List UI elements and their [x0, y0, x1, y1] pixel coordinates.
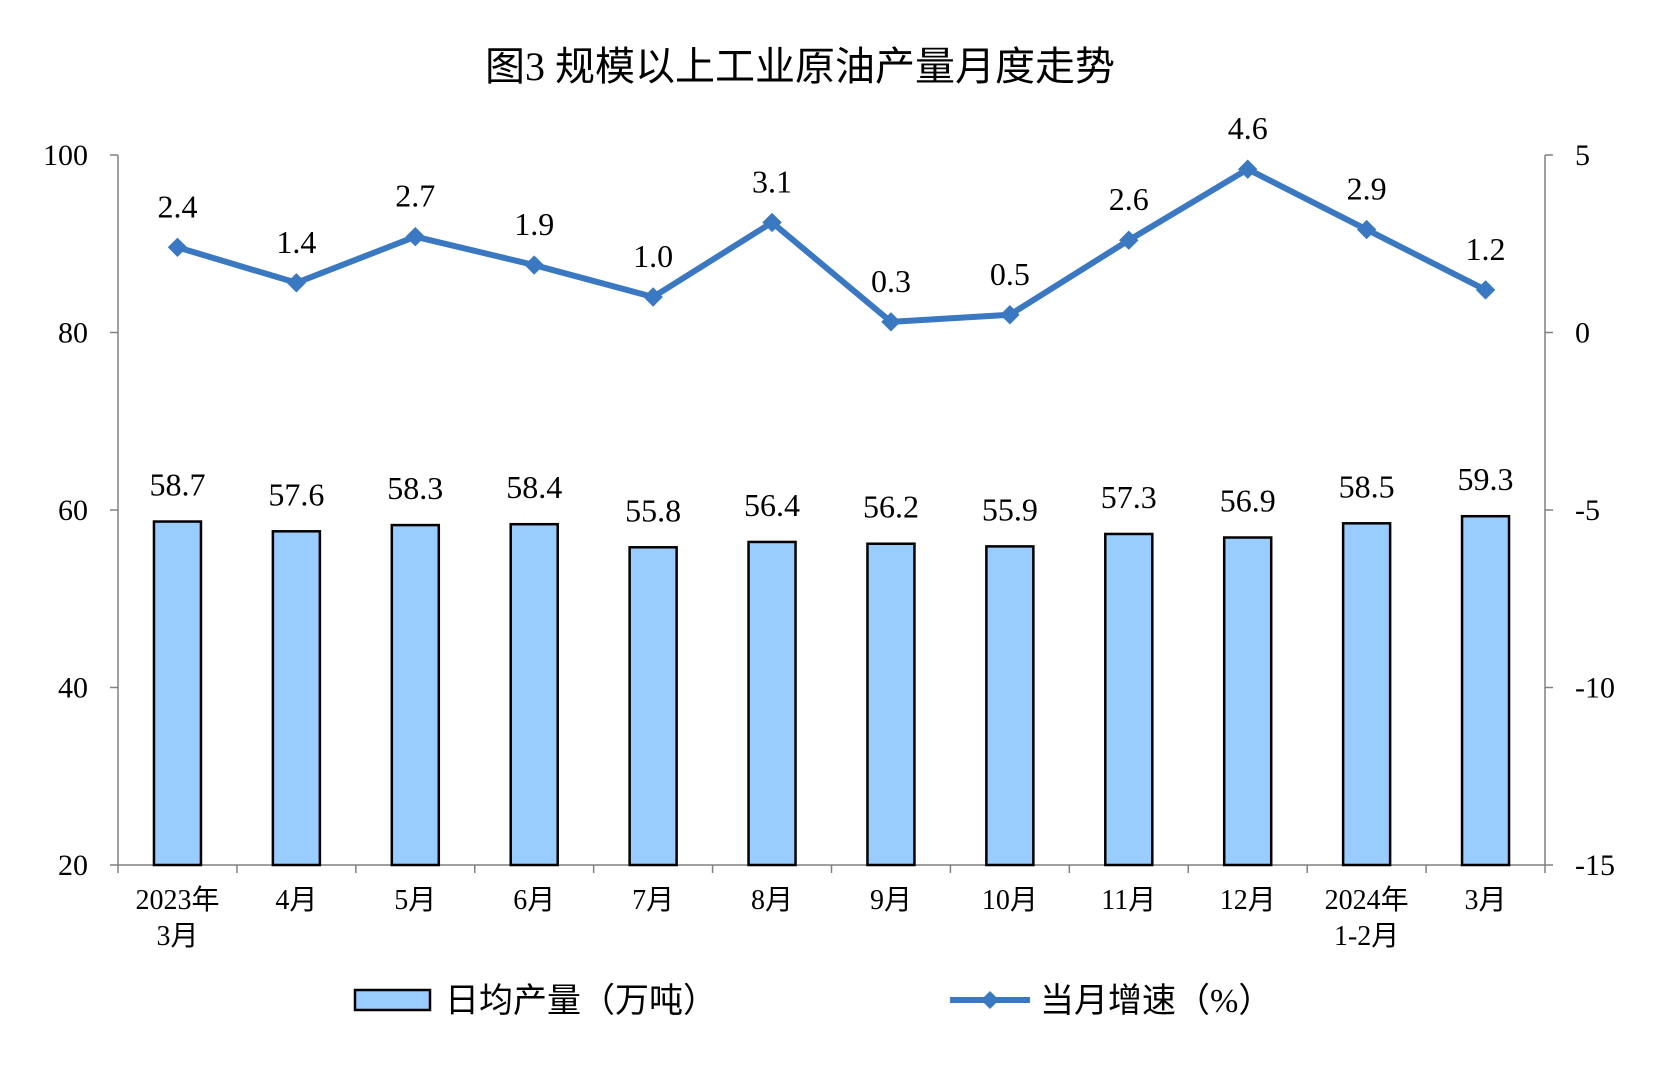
right-tick-label: 0 — [1575, 317, 1590, 350]
bar — [1341, 522, 1392, 867]
line-marker — [167, 237, 188, 258]
line-marker — [643, 287, 663, 307]
line-data-label: 1.0 — [633, 238, 673, 274]
bar — [628, 546, 678, 867]
right-tick-label: 5 — [1575, 139, 1590, 172]
x-tick-label: 8月 — [751, 885, 793, 916]
x-tick-label: 2023年 — [135, 884, 219, 916]
line-marker — [762, 212, 782, 233]
x-tick-label: 5月 — [394, 885, 436, 916]
bar — [747, 540, 797, 867]
legend-label-line: 当月增速（%） — [1040, 982, 1272, 1020]
legend: 日均产量（万吨） 当月增速（%） — [353, 982, 1272, 1020]
line-marker — [1238, 159, 1258, 179]
bar — [390, 523, 441, 867]
bar — [1104, 532, 1154, 867]
x-tick-label: 2024年 — [1325, 884, 1409, 916]
legend-swatch-marker — [981, 991, 999, 1009]
bar-data-label: 56.2 — [863, 489, 919, 525]
left-tick-label: 80 — [58, 317, 88, 350]
line-data-label: 4.6 — [1228, 110, 1268, 146]
bar — [271, 530, 322, 867]
line-marker — [1119, 230, 1139, 250]
left-tick-label: 60 — [58, 494, 88, 527]
bar — [1222, 536, 1273, 867]
bar-data-label: 58.7 — [149, 467, 205, 503]
line-data-label: 2.9 — [1347, 171, 1387, 207]
line-data-label: 2.4 — [157, 188, 197, 224]
x-tick-label: 3月 — [156, 921, 198, 952]
plot-area: 20 40 60 80 100 -15 -10 -5 0 5 2023年 3月 4月 5月 6月 7月 8月 9月… — [43, 110, 1615, 952]
line-marker — [1356, 219, 1377, 240]
x-tick-label: 10月 — [982, 885, 1038, 916]
line-marker — [1000, 305, 1020, 325]
x-tick-label: 6月 — [513, 885, 555, 916]
bar-data-label: 59.3 — [1458, 461, 1514, 497]
bar-data-label: 57.6 — [268, 476, 324, 512]
bar — [1460, 514, 1511, 867]
x-tick-label: 12月 — [1220, 885, 1276, 916]
bar-data-label: 58.5 — [1339, 468, 1395, 504]
bar-data-label: 57.3 — [1101, 479, 1157, 515]
legend-label-bar: 日均产量（万吨） — [445, 982, 717, 1020]
line-data-label: 1.2 — [1466, 231, 1506, 267]
chart-title: 图3 规模以上工业原油产量月度走势 — [485, 44, 1115, 89]
left-tick-label: 40 — [58, 672, 88, 705]
line-data-label: 0.3 — [871, 263, 911, 299]
bar — [152, 520, 203, 867]
line-marker — [1475, 280, 1496, 300]
growth-line — [176, 166, 1487, 325]
legend-swatch-bar — [353, 988, 432, 1012]
bar-data-label: 56.9 — [1220, 483, 1276, 519]
left-tick-label: 100 — [43, 139, 88, 172]
bar — [509, 522, 559, 867]
right-tick-label: -10 — [1575, 672, 1615, 705]
line-data-label: 2.6 — [1109, 181, 1149, 217]
line-marker — [524, 255, 544, 275]
bar-data-label: 55.8 — [625, 492, 681, 528]
x-tick-label: 7月 — [632, 885, 674, 916]
right-tick-label: -15 — [1575, 849, 1615, 882]
bar-data-label: 55.9 — [982, 491, 1038, 527]
bar — [866, 542, 916, 867]
left-tick-label: 20 — [58, 849, 88, 882]
bar-data-label: 56.4 — [744, 487, 800, 523]
x-tick-label: 11月 — [1101, 885, 1156, 916]
line-marker — [405, 226, 425, 247]
x-tick-label: 3月 — [1465, 885, 1507, 916]
line-marker — [881, 312, 901, 332]
bar-data-label: 58.4 — [506, 469, 562, 505]
bar — [985, 545, 1035, 867]
line-data-label: 1.9 — [514, 206, 554, 242]
right-tick-label: -5 — [1575, 494, 1600, 527]
x-tick-label: 4月 — [275, 885, 317, 916]
x-tick-label: 9月 — [870, 885, 912, 916]
line-data-label: 3.1 — [752, 163, 792, 199]
line-data-label: 1.4 — [276, 224, 316, 260]
line-marker — [286, 273, 307, 293]
x-tick-label: 1-2月 — [1334, 921, 1399, 952]
line-data-label: 0.5 — [990, 256, 1030, 292]
line-data-label: 2.7 — [395, 178, 435, 214]
bar-data-label: 58.3 — [387, 470, 443, 506]
